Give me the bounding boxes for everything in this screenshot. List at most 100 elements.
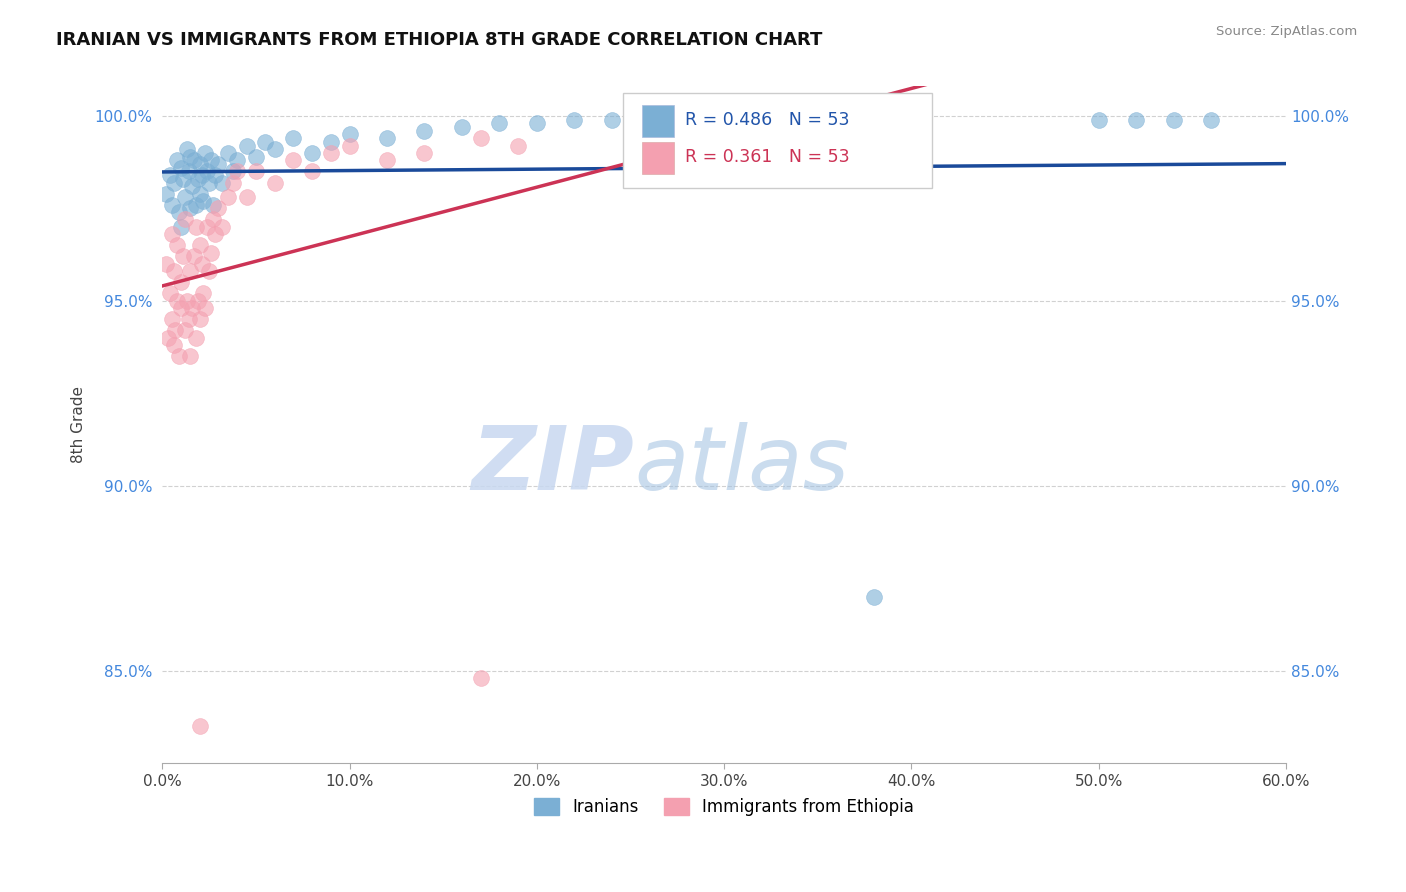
Point <box>167 349 190 363</box>
Point <box>170 276 193 290</box>
Point <box>172 171 194 186</box>
Legend: Iranians, Immigrants from Ethiopia: Iranians, Immigrants from Ethiopia <box>527 791 921 822</box>
Point <box>301 164 323 178</box>
Point <box>375 131 398 145</box>
Point <box>1087 112 1109 127</box>
Text: ZIP: ZIP <box>471 422 634 508</box>
Point <box>562 112 585 127</box>
Point <box>160 227 183 242</box>
Point <box>193 194 215 208</box>
Point <box>451 120 474 134</box>
Point <box>488 116 510 130</box>
Point <box>200 153 222 168</box>
Point <box>173 212 195 227</box>
Point <box>160 197 183 211</box>
Point <box>179 264 201 278</box>
Point <box>184 197 207 211</box>
Point <box>193 286 215 301</box>
Point <box>159 168 181 182</box>
Point <box>226 164 249 178</box>
Point <box>254 135 277 149</box>
Point <box>187 293 209 308</box>
Point <box>170 219 193 234</box>
Point <box>195 164 218 178</box>
Point <box>170 161 193 175</box>
Point <box>173 323 195 337</box>
Point <box>194 145 217 160</box>
Point <box>263 176 285 190</box>
Point <box>283 131 305 145</box>
Point <box>159 286 181 301</box>
Point <box>183 250 205 264</box>
Point <box>167 205 190 219</box>
Point <box>162 264 184 278</box>
Point <box>181 179 204 194</box>
Point <box>179 202 201 216</box>
Point <box>222 164 245 178</box>
Point <box>184 219 207 234</box>
Point <box>413 145 436 160</box>
Point <box>190 168 212 182</box>
Point <box>177 312 200 326</box>
Point <box>222 176 245 190</box>
Point <box>172 250 194 264</box>
Point <box>166 238 188 252</box>
Point <box>339 128 361 142</box>
Point <box>188 238 211 252</box>
Point <box>201 212 224 227</box>
Text: IRANIAN VS IMMIGRANTS FROM ETHIOPIA 8TH GRADE CORRELATION CHART: IRANIAN VS IMMIGRANTS FROM ETHIOPIA 8TH … <box>56 31 823 49</box>
Point <box>211 176 233 190</box>
Point <box>181 301 204 316</box>
Point <box>375 153 398 168</box>
Point <box>301 145 323 160</box>
Point <box>217 190 239 204</box>
Point <box>198 264 221 278</box>
Point <box>245 150 267 164</box>
Point <box>263 142 285 156</box>
Point <box>156 331 179 345</box>
Point <box>204 168 226 182</box>
Point <box>339 138 361 153</box>
Point <box>184 331 207 345</box>
Text: R = 0.486   N = 53: R = 0.486 N = 53 <box>685 112 849 129</box>
Text: R = 0.361   N = 53: R = 0.361 N = 53 <box>685 148 849 167</box>
Point <box>162 338 184 352</box>
Point <box>211 219 233 234</box>
Point <box>160 312 183 326</box>
Point <box>201 197 224 211</box>
Point <box>470 131 492 145</box>
Point <box>188 186 211 201</box>
Point <box>863 590 886 604</box>
Point <box>176 293 198 308</box>
Point <box>187 171 209 186</box>
Point <box>177 164 200 178</box>
Point <box>1125 112 1147 127</box>
Point <box>235 138 257 153</box>
Point <box>470 671 492 685</box>
Point <box>183 153 205 168</box>
Point <box>155 186 177 201</box>
Point <box>235 190 257 204</box>
Point <box>195 219 218 234</box>
Point <box>176 142 198 156</box>
Point <box>188 312 211 326</box>
Point <box>170 301 193 316</box>
Point <box>200 245 222 260</box>
Point <box>1163 112 1185 127</box>
Point <box>173 190 195 204</box>
Point <box>226 153 249 168</box>
Point <box>319 135 342 149</box>
Y-axis label: 8th Grade: 8th Grade <box>72 386 86 463</box>
Point <box>207 157 229 171</box>
Point <box>194 301 217 316</box>
Point <box>217 145 239 160</box>
Text: Source: ZipAtlas.com: Source: ZipAtlas.com <box>1216 25 1357 38</box>
Point <box>283 153 305 168</box>
Point <box>526 116 548 130</box>
Point <box>179 349 201 363</box>
Point <box>166 153 188 168</box>
Point <box>190 257 212 271</box>
Bar <box>643 142 673 174</box>
Point <box>207 202 229 216</box>
Point <box>413 124 436 138</box>
